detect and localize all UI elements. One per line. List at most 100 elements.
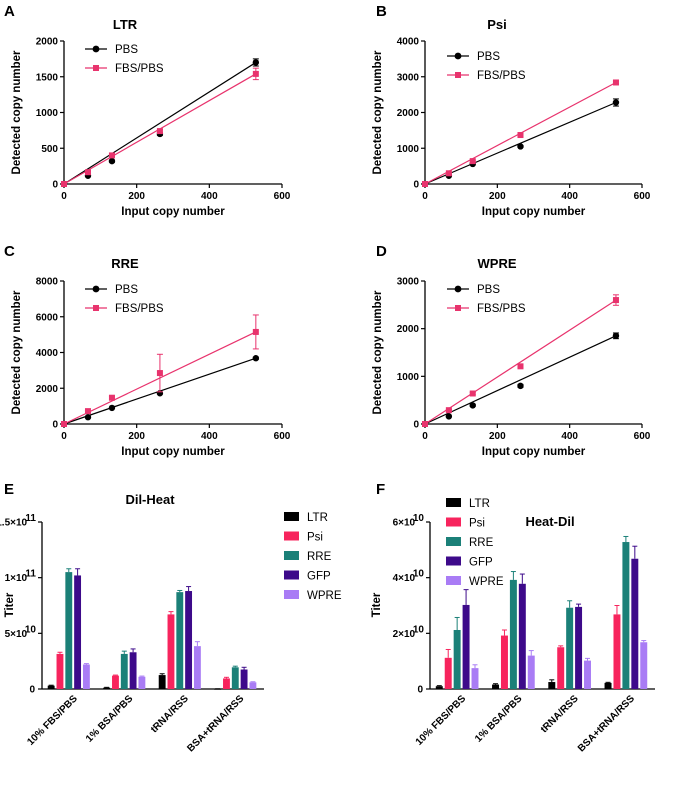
data-point xyxy=(445,413,453,420)
bar-gfp-bsa-trna-rss xyxy=(631,558,639,689)
chart-title: Psi xyxy=(487,17,507,32)
x-tick-label: BSA+tRNA/RSS xyxy=(576,693,637,754)
legend-label: PBS xyxy=(115,44,138,56)
x-tick-label: 400 xyxy=(561,431,578,442)
y-tick-exponent: 11 xyxy=(25,569,36,580)
y-axis-label: Detected copy number xyxy=(11,290,23,414)
legend-label: LTR xyxy=(307,512,328,524)
y-tick-exponent: 10 xyxy=(413,624,425,635)
legend-swatch xyxy=(446,498,461,507)
y-tick-label: 0 xyxy=(29,685,35,696)
x-tick-label: 200 xyxy=(128,191,145,202)
y-tick-label: 4000 xyxy=(397,37,420,48)
bar-rre-trna-rss xyxy=(176,592,184,689)
panel-letter: F xyxy=(376,481,385,498)
data-point xyxy=(252,328,259,335)
y-tick-label: 2000 xyxy=(397,324,420,335)
legend-label: RRE xyxy=(307,551,332,563)
y-tick-label: 0 xyxy=(52,180,58,191)
data-point xyxy=(108,394,115,401)
y-tick-exponent: 10 xyxy=(25,624,37,635)
data-point xyxy=(422,421,428,427)
panel-b: B Psi 0 1000 2000 3000 4000 0 200 400 600 Input cop… xyxy=(372,3,651,218)
y-tick-label: 1500 xyxy=(36,72,59,83)
data-point xyxy=(84,408,91,415)
legend-label: PBS xyxy=(115,284,138,296)
bar-gfp-10-fbs-pbs xyxy=(462,604,470,689)
y-axis-label: Detected copy number xyxy=(372,290,384,414)
legend-label: FBS/PBS xyxy=(115,63,164,75)
bar-ltr-10-fbs-pbs xyxy=(47,685,55,689)
y-tick-mantissa: 6×10 xyxy=(393,518,416,529)
x-tick-label: tRNA/RSS xyxy=(149,693,191,735)
x-tick-label: 0 xyxy=(61,431,67,442)
x-axis-label: Input copy number xyxy=(482,206,586,218)
bar-wpre-trna-rss xyxy=(193,646,201,689)
data-point xyxy=(612,79,619,86)
legend-marker xyxy=(454,52,462,60)
bar-ltr-trna-rss xyxy=(158,675,166,689)
legend-marker xyxy=(455,72,461,78)
x-tick-label: 600 xyxy=(634,191,651,202)
bar-gfp-1-bsa-pbs xyxy=(518,583,526,689)
bar-wpre-1-bsa-pbs xyxy=(527,655,535,689)
panel-letter: A xyxy=(4,3,15,20)
x-axis-label: Input copy number xyxy=(482,446,586,458)
legend: PBS FBS/PBS xyxy=(447,51,526,82)
legend-label: GFP xyxy=(307,571,331,583)
legend-marker xyxy=(93,65,99,71)
legend-marker xyxy=(93,305,99,311)
bar-psi-trna-rss xyxy=(557,647,565,689)
data-point xyxy=(469,158,476,165)
chart-title: RRE xyxy=(111,256,139,271)
bar-psi-1-bsa-pbs xyxy=(112,675,119,689)
data-point xyxy=(612,332,620,340)
legend-label: FBS/PBS xyxy=(477,70,526,82)
legend-label: PBS xyxy=(477,284,500,296)
y-tick-exponent: 10 xyxy=(413,513,425,524)
x-tick-label: 1% BSA/PBS xyxy=(473,693,525,745)
legend-swatch xyxy=(446,576,461,585)
y-tick-label: 105×10 xyxy=(5,624,37,640)
x-tick-label: 0 xyxy=(422,191,428,202)
bar-ltr-bsa-trna-rss xyxy=(214,688,222,690)
panel-a: A LTR 0 500 1000 1500 2000 0 200 400 600 Input copy… xyxy=(4,3,291,218)
x-tick-label: 600 xyxy=(634,431,651,442)
data-point xyxy=(517,363,524,370)
legend-swatch xyxy=(284,570,299,580)
panel-letter: B xyxy=(376,3,387,20)
legend-label: FBS/PBS xyxy=(115,303,164,315)
legend-label: WPRE xyxy=(469,576,504,588)
x-tick-label: 10% FBS/PBS xyxy=(414,693,469,748)
x-tick-label: 600 xyxy=(274,191,291,202)
x-axis-label: Input copy number xyxy=(121,206,225,218)
bar-wpre-bsa-trna-rss xyxy=(640,642,648,689)
data-point xyxy=(612,297,619,304)
y-tick-label: 1000 xyxy=(36,108,59,119)
bar-ltr-bsa-trna-rss xyxy=(604,682,612,689)
legend-label: RRE xyxy=(469,537,494,549)
data-point xyxy=(61,421,67,427)
series-fbs-pbs xyxy=(61,314,259,427)
y-axis-label: Detected copy number xyxy=(372,50,384,174)
y-tick-label: 111.5×10 xyxy=(0,513,36,529)
y-tick-label: 6000 xyxy=(36,312,59,323)
legend: LTR Psi RRE GFP WPRE xyxy=(446,498,504,588)
bar-gfp-trna-rss xyxy=(185,591,193,689)
bar-rre-1-bsa-pbs xyxy=(120,653,128,689)
fit-line xyxy=(424,299,617,425)
bar-gfp-bsa-trna-rss xyxy=(240,669,248,689)
data-point xyxy=(612,99,620,106)
data-point xyxy=(517,143,524,150)
panel-letter: D xyxy=(376,243,387,260)
y-tick-label: 4000 xyxy=(36,348,59,359)
legend-label: FBS/PBS xyxy=(477,303,526,315)
data-point xyxy=(156,370,163,377)
x-tick-label: 0 xyxy=(422,431,428,442)
x-axis-label: Input copy number xyxy=(121,446,225,458)
legend-label: Psi xyxy=(469,518,485,530)
data-point xyxy=(84,414,92,421)
legend-marker xyxy=(92,285,100,293)
bar-ltr-1-bsa-pbs xyxy=(492,684,500,689)
data-point xyxy=(252,355,260,362)
